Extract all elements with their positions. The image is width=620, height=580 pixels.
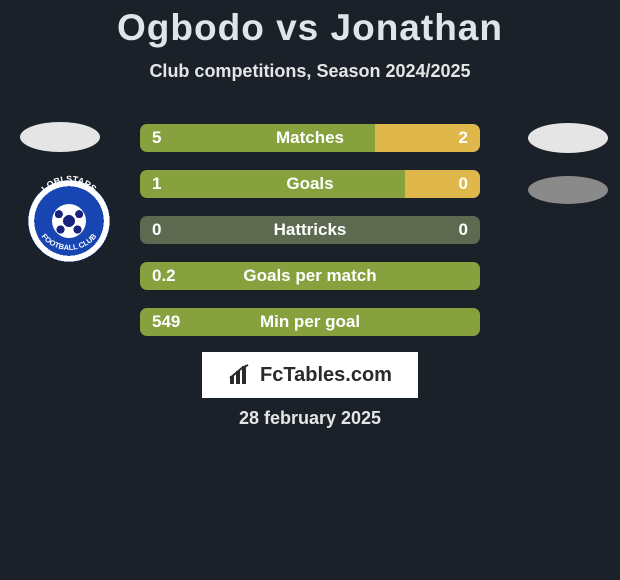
- stats-comparison: 5 Matches 2 1 Goals 0 0 Hattricks 0 0.2 …: [140, 124, 480, 354]
- stat-label: Hattricks: [140, 216, 480, 244]
- player-left-club-badge: [28, 180, 110, 262]
- stat-row-min-per-goal: 549 Min per goal: [140, 308, 480, 336]
- stat-label: Matches: [140, 124, 480, 152]
- player-right-club-avatar: [528, 176, 608, 204]
- stat-right-value: 0: [459, 170, 468, 198]
- stat-label: Goals: [140, 170, 480, 198]
- soccer-ball-icon: [52, 204, 86, 238]
- stat-row-goals: 1 Goals 0: [140, 170, 480, 198]
- player-left-avatar: [20, 122, 100, 152]
- page-title: Ogbodo vs Jonathan: [0, 0, 620, 49]
- bar-chart-icon: [228, 364, 254, 386]
- stat-row-goals-per-match: 0.2 Goals per match: [140, 262, 480, 290]
- stat-label: Goals per match: [140, 262, 480, 290]
- stat-right-value: 0: [459, 216, 468, 244]
- brand-badge[interactable]: FcTables.com: [202, 352, 418, 398]
- stat-label: Min per goal: [140, 308, 480, 336]
- player-right-avatar: [528, 123, 608, 153]
- stat-right-value: 2: [459, 124, 468, 152]
- date-footer: 28 february 2025: [0, 408, 620, 429]
- stat-row-hattricks: 0 Hattricks 0: [140, 216, 480, 244]
- brand-text: FcTables.com: [260, 364, 392, 387]
- page-subtitle: Club competitions, Season 2024/2025: [0, 61, 620, 82]
- stat-row-matches: 5 Matches 2: [140, 124, 480, 152]
